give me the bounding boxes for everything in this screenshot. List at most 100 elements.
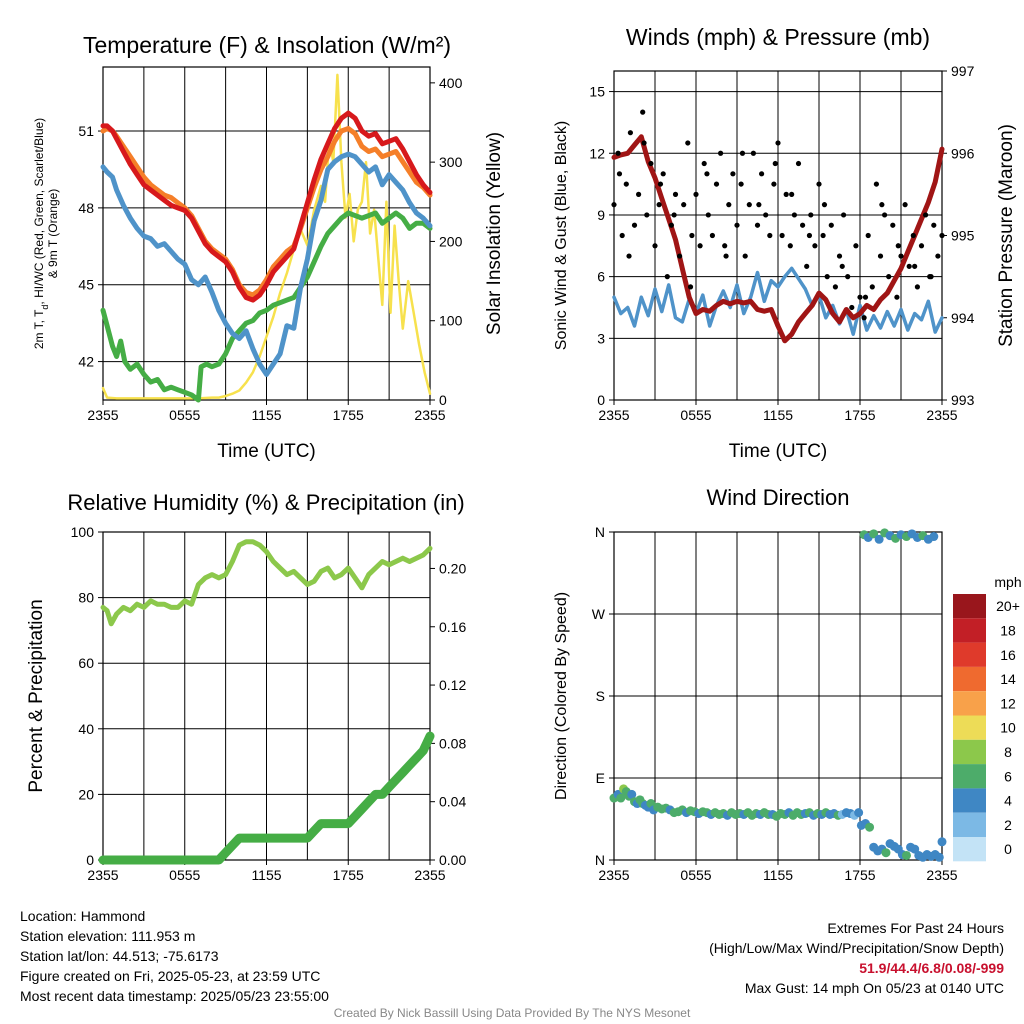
chart-title: Temperature (F) & Insolation (W/m²)	[83, 32, 451, 58]
colorbar-swatch	[953, 812, 986, 837]
y2-tick-label: 0.20	[439, 560, 466, 576]
gust-point	[879, 202, 885, 208]
station-latlon: Station lat/lon: 44.513; -75.6173	[20, 948, 219, 964]
station-elevation: Station elevation: 111.953 m	[20, 928, 196, 944]
x-tick-label: 0555	[169, 867, 200, 883]
y-tick-label: S	[596, 688, 605, 704]
colorbar-swatch	[953, 666, 986, 692]
y2-tick-label: 0.00	[439, 852, 466, 868]
gust-point	[873, 181, 880, 187]
gust-point	[709, 232, 716, 239]
gust-point	[687, 284, 694, 290]
gust-point	[734, 222, 740, 228]
gust-point	[636, 191, 642, 197]
gust-point	[836, 253, 843, 259]
gust-point	[722, 243, 728, 249]
colorbar-title: mph	[994, 574, 1021, 590]
gust-point	[928, 274, 934, 280]
gust-point	[623, 181, 629, 187]
gust-point	[898, 253, 904, 259]
gust-point	[845, 274, 851, 280]
gust-point	[705, 212, 711, 218]
gust-point	[853, 243, 859, 249]
x-tick-label: 1155	[763, 867, 793, 883]
y-axis-label: 2m T, Td, HI/WC (Red, Green, Scarlet/Blu…	[32, 118, 50, 349]
y-tick-label: 15	[589, 84, 605, 100]
gust-point	[644, 212, 650, 218]
colorbar-swatch	[953, 594, 986, 619]
gust-point	[857, 294, 863, 300]
y2-tick-label: 995	[951, 228, 975, 244]
gust-point	[742, 253, 748, 259]
colorbar-label: 10	[1000, 720, 1016, 736]
gust-point	[923, 212, 929, 218]
x-tick-label: 2355	[598, 867, 629, 883]
gust-point	[616, 171, 623, 177]
direction-point	[854, 808, 864, 818]
y-tick-label: 0	[597, 392, 605, 408]
gust-point	[808, 212, 814, 218]
x-tick-label: 2355	[87, 867, 118, 883]
gust-point	[627, 130, 634, 136]
y-tick-label: 20	[78, 786, 94, 802]
direction-point	[881, 848, 891, 858]
y-tick-label: 100	[71, 524, 95, 540]
humidity-series	[100, 539, 433, 627]
x-tick-label: 1155	[763, 407, 793, 423]
gust-point	[800, 222, 806, 228]
gust-point	[824, 274, 830, 280]
y-tick-label: 0	[86, 852, 94, 868]
gust-point	[631, 222, 638, 228]
gust-point	[779, 232, 785, 239]
gust-point	[882, 212, 888, 218]
y2-tick-label: 0.16	[439, 619, 466, 635]
colorbar-label: 12	[1000, 695, 1016, 711]
gust-point	[615, 150, 621, 156]
y2-tick-label: 300	[439, 154, 463, 170]
credit-line: Created By Nick Bassill Using Data Provi…	[333, 1006, 691, 1020]
direction-point	[910, 844, 920, 854]
colorbar-swatch	[953, 691, 986, 716]
gust-point	[877, 253, 884, 259]
x-tick-label: 2355	[87, 407, 118, 423]
station-location: Location: Hammond	[20, 908, 146, 924]
x-tick-label: 1755	[333, 407, 364, 423]
y2-tick-label: 0.08	[439, 735, 466, 751]
gust-point	[841, 212, 847, 218]
y-axis-label: Direction (Colored By Speed)	[553, 592, 570, 800]
precipitation-series	[98, 731, 435, 865]
gust-point	[902, 202, 908, 208]
gust-point	[894, 294, 900, 300]
sustained-wind-series	[612, 266, 944, 336]
gust-point	[789, 191, 795, 197]
colorbar-swatch	[953, 837, 986, 862]
extremes-values: 51.9/44.4/6.8/0.08/-999	[859, 960, 1004, 976]
gust-point	[931, 222, 937, 228]
gust-point	[865, 232, 871, 239]
gust-point	[723, 253, 729, 259]
gust-point	[664, 274, 670, 280]
gust-point	[730, 171, 736, 177]
extremes-panel: Extremes For Past 24 Hours (High/Low/Max…	[709, 918, 1004, 998]
gust-point	[697, 243, 703, 249]
y-tick-label: 42	[78, 354, 94, 370]
x-tick-label: 0555	[680, 407, 711, 423]
gust-point	[660, 171, 666, 177]
gust-point	[726, 202, 732, 208]
gust-point	[787, 243, 793, 249]
colorbar-label: 8	[1004, 744, 1012, 760]
y2-tick-label: 0.04	[439, 794, 466, 810]
y-tick-label: N	[595, 852, 605, 868]
dewpoint-series	[100, 210, 433, 403]
gust-point	[750, 150, 757, 156]
direction-point	[627, 789, 637, 799]
gust-point	[746, 202, 752, 208]
y-tick-label: W	[592, 606, 606, 622]
y-tick-label: 45	[78, 277, 94, 293]
y-tick-label: 12	[589, 145, 605, 161]
x-tick-label: 0555	[169, 407, 200, 423]
colorbar-label: 20+	[996, 598, 1020, 614]
gust-point	[812, 243, 818, 249]
colorbar-label: 6	[1004, 768, 1012, 784]
